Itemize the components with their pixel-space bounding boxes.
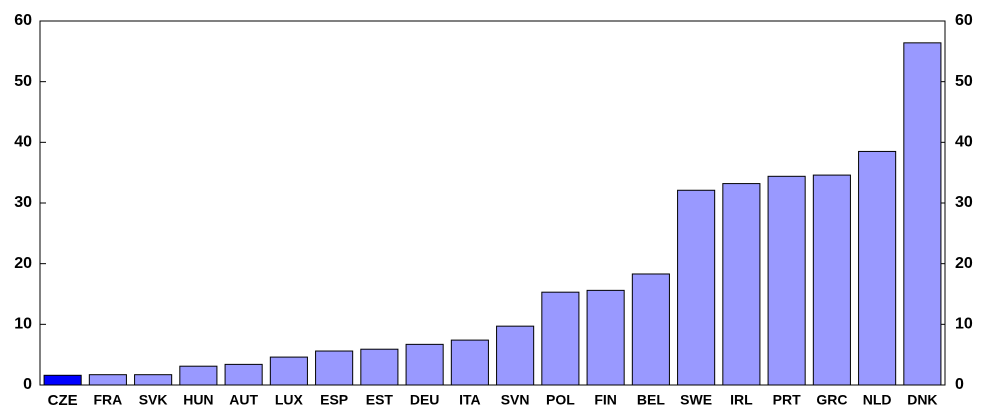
x-tick-label: EST <box>366 392 394 406</box>
y2-tick-label: 20 <box>955 255 973 272</box>
x-tick-label: FIN <box>594 392 617 406</box>
bar <box>134 374 173 386</box>
bar <box>224 363 263 386</box>
x-tick-label: DEU <box>410 392 440 406</box>
y2-tick-label: 0 <box>955 376 964 393</box>
y2-tick-label: 60 <box>955 12 973 29</box>
x-tick-label: DNK <box>907 392 937 406</box>
y2-tick-label: 40 <box>955 134 973 151</box>
y-tick-label: 20 <box>14 255 32 272</box>
y-tick-label: 30 <box>14 194 32 211</box>
x-tick-label: GRC <box>816 392 847 406</box>
bar <box>541 291 580 386</box>
bar <box>269 356 308 386</box>
x-tick-label: ESP <box>320 392 348 406</box>
x-tick-label: POL <box>546 392 575 406</box>
x-tick-label: ITA <box>459 392 481 406</box>
x-tick-label: HUN <box>183 392 213 406</box>
y-tick-label: 50 <box>14 73 32 90</box>
x-tick-label: IRL <box>730 392 753 406</box>
bar <box>631 273 670 386</box>
x-tick-label: LUX <box>275 392 304 406</box>
y-tick-label: 0 <box>23 376 32 393</box>
bar <box>903 42 942 386</box>
bar <box>405 343 444 386</box>
bar <box>858 150 897 386</box>
bar <box>360 348 399 386</box>
y-tick-label: 40 <box>14 134 32 151</box>
bar <box>586 289 625 386</box>
x-tick-label: SVN <box>501 392 530 406</box>
x-tick-label: SVK <box>139 392 168 406</box>
x-tick-label: SWE <box>680 392 712 406</box>
y-tick-label: 60 <box>14 12 32 29</box>
y2-tick-label: 10 <box>955 316 973 333</box>
x-tick-label: AUT <box>229 392 258 406</box>
bar <box>315 350 354 386</box>
bar <box>496 325 535 386</box>
x-tick-label: BEL <box>637 392 665 406</box>
bar <box>43 374 82 386</box>
x-tick-label: NLD <box>863 392 892 406</box>
x-tick-label: FRA <box>93 392 122 406</box>
x-tick-label: PRT <box>773 392 801 406</box>
bar <box>812 174 851 386</box>
x-tick-label: CZE <box>48 392 78 406</box>
bar <box>450 339 489 386</box>
y-tick-label: 10 <box>14 316 32 333</box>
bar <box>179 365 218 386</box>
y2-tick-label: 30 <box>955 194 973 211</box>
bar <box>722 183 761 386</box>
bar <box>88 374 127 386</box>
bar <box>767 175 806 386</box>
bar <box>677 189 716 386</box>
plot-frame <box>39 20 946 386</box>
y2-tick-label: 50 <box>955 73 973 90</box>
